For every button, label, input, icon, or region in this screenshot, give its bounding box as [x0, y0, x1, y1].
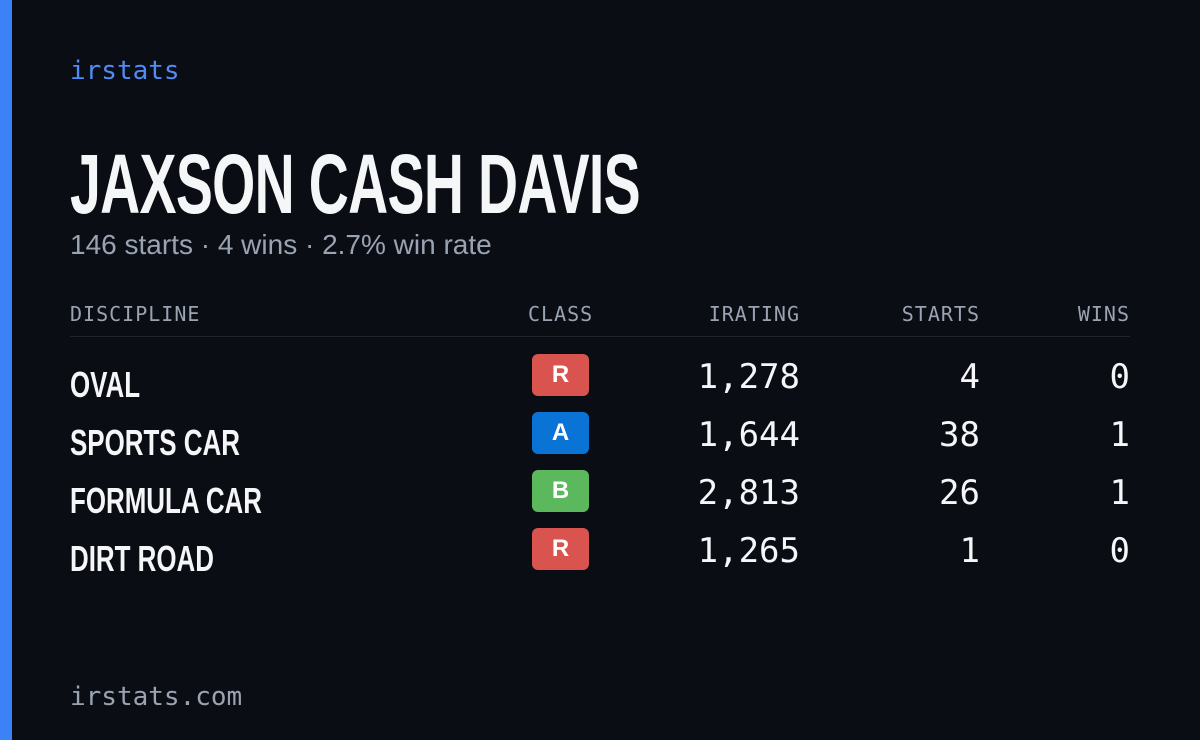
class-badge: R — [532, 528, 589, 570]
starts-value: 38 — [939, 415, 980, 455]
column-header: DISCIPLINE — [70, 302, 201, 326]
wins-value: 0 — [1109, 357, 1130, 397]
brand: irstats — [70, 56, 180, 86]
wins-value: 0 — [1109, 531, 1130, 571]
wins-value: 1 — [1109, 415, 1130, 455]
header-rule — [70, 336, 1130, 337]
discipline: SPORTS CAR — [70, 422, 240, 463]
column-header: WINS — [1077, 302, 1130, 326]
starts-value: 26 — [939, 473, 980, 513]
starts-value: 4 — [959, 357, 980, 397]
footer: irstats.com — [70, 682, 243, 712]
class-badge: B — [532, 470, 589, 512]
column-header: IRATING — [708, 302, 800, 326]
column-header: CLASS — [528, 302, 594, 326]
driver-name: JAXSON CASH DAVIS — [70, 137, 641, 231]
wins-value: 1 — [1109, 473, 1130, 513]
class-badge: A — [532, 412, 589, 454]
driver-summary: 146 starts · 4 wins · 2.7% win rate — [70, 229, 492, 260]
irating-value: 2,813 — [697, 473, 800, 513]
discipline: FORMULA CAR — [70, 480, 262, 521]
irating-value: 1,265 — [697, 531, 800, 571]
starts-value: 1 — [959, 531, 980, 571]
discipline: OVAL — [70, 364, 141, 405]
discipline: DIRT ROAD — [70, 538, 214, 579]
accent-bar — [0, 0, 12, 740]
class-badge: R — [532, 354, 589, 396]
irating-value: 1,278 — [697, 357, 800, 397]
irating-value: 1,644 — [697, 415, 800, 455]
column-header: STARTS — [901, 302, 980, 326]
